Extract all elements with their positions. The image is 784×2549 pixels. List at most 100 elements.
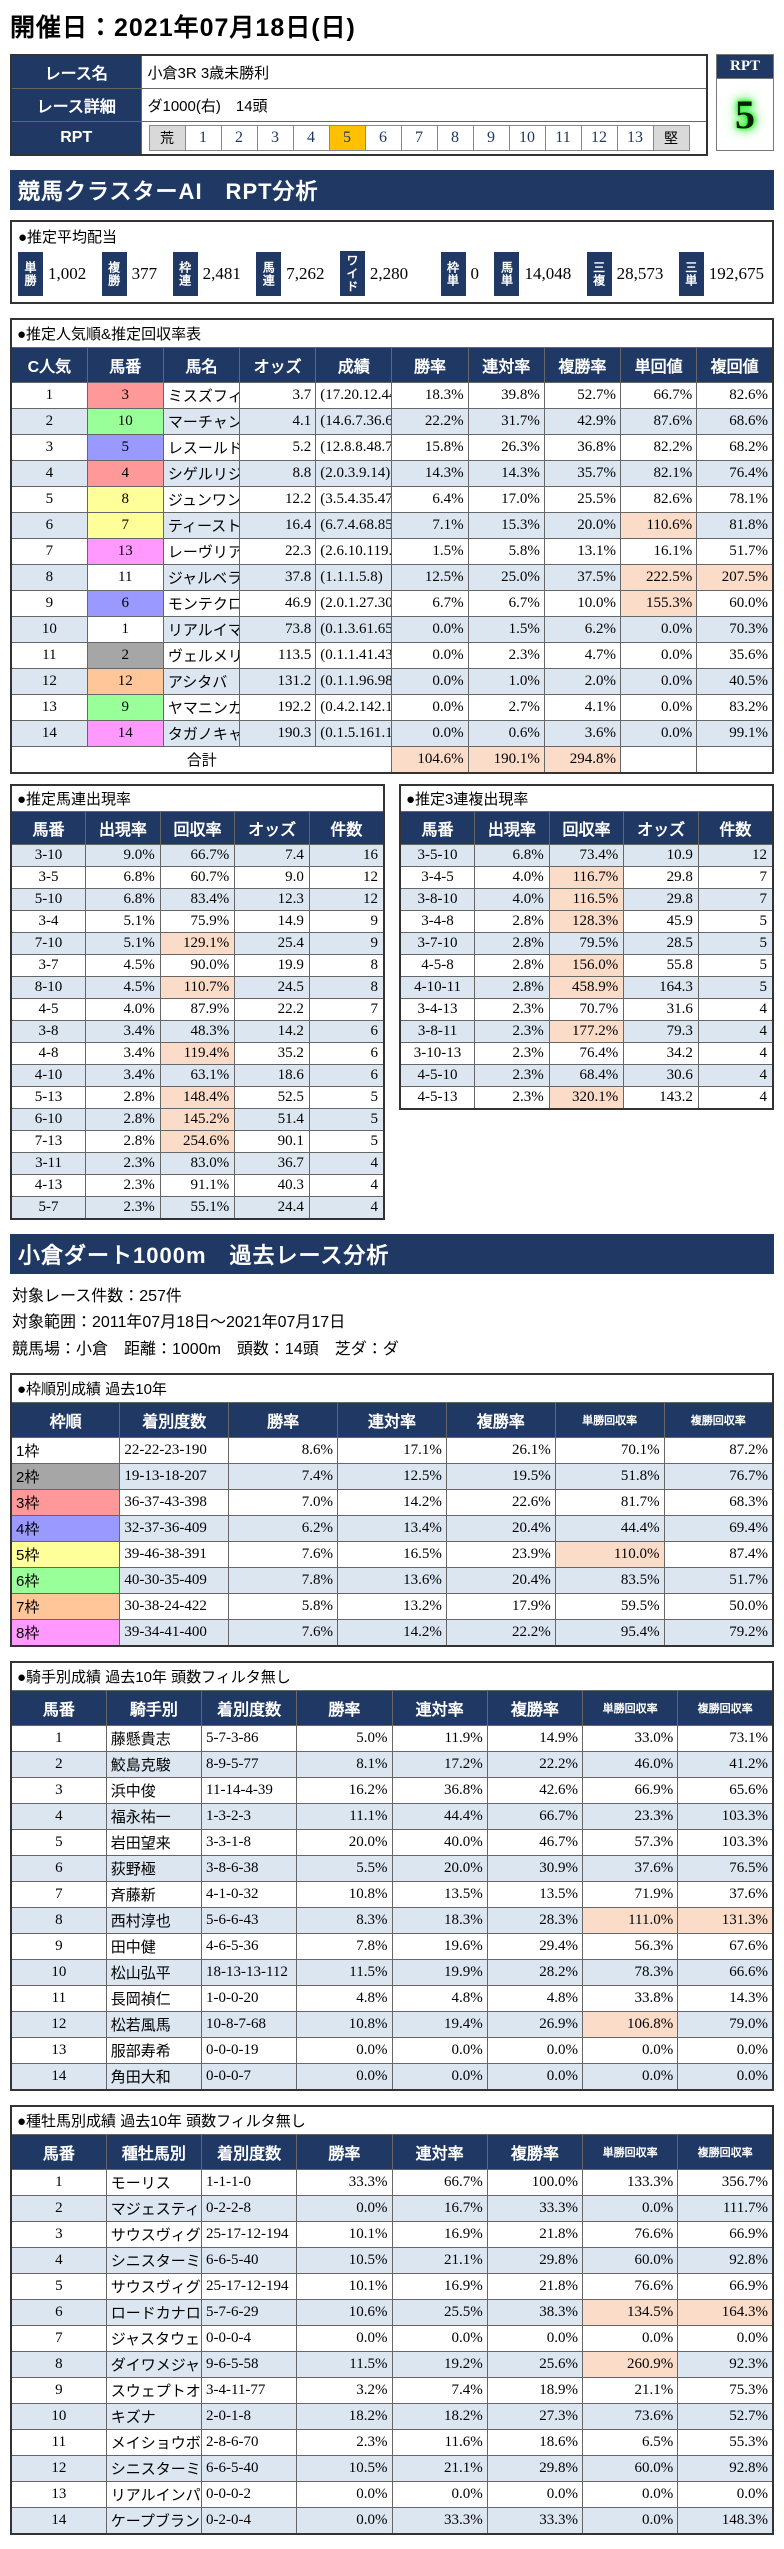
entity-name: スウェプトオーヴァーボード [105,2377,203,2405]
stats-row: 5 岩田望来 3-3-1-8 20.0% 40.0% 46.7% 57.3% 103.3% [10,1829,774,1857]
appearance-rate: 5.1% [85,910,161,933]
column-header: 複勝率 [445,1402,556,1439]
finish-record: 11-14-4-39 [200,1777,298,1805]
win-return: 111.0% [581,1907,679,1935]
pair-numbers: 3-4-5 [399,866,476,889]
rpt-scale-label: RPT [10,121,142,156]
win-rate: 20.0% [296,1829,393,1857]
stats-row: 7 斉藤新 4-1-0-32 10.8% 13.5% 13.5% 71.9% 37.6% [10,1881,774,1909]
entity-name: 長岡禎仁 [105,1985,203,2013]
show-rate: 6.2% [543,616,622,643]
win-return: 133.3% [581,2169,679,2197]
finish-record: 3-8-6-38 [200,1855,298,1883]
horse-number: 11 [10,1985,107,2013]
record: (2.0.3.9.14) [315,460,393,487]
pair-numbers: 4-5-10 [399,1064,476,1087]
count: 4 [697,1020,774,1043]
count: 5 [697,910,774,933]
show-return: 66.6% [677,1959,774,1987]
entity-name: マジェスティックウォリアー [105,2195,203,2223]
win-return: 82.2% [619,434,698,461]
pair-numbers: 8-10 [10,976,87,999]
finish-record: 2-0-1-8 [200,2403,298,2431]
show-rate: 30.9% [486,1855,584,1883]
rpt-scale: 荒 1 2 3 4 5 6 7 8 9 10 11 12 13 堅 [148,124,701,152]
rpt-scale-cell: 荒 [148,125,186,151]
win-rate: 10.8% [296,2011,393,2039]
win-rate: 15.8% [391,434,469,461]
show-rate: 0.0% [486,2063,584,2091]
return-rate: 68.4% [548,1064,625,1087]
column-header: 回収率 [548,811,625,845]
stats-row: 13リアルインパクト0-0-0-20.0%0.0%0.0%0.0%0.0% [10,2481,774,2509]
quinella-rate: 25.5% [391,2299,488,2327]
win-rate: 11.1% [296,1803,393,1831]
show-return: 14.3% [677,1985,774,2013]
appearance-rate: 3.4% [85,1042,161,1065]
win-rate: 0.0% [296,2481,393,2509]
bracket-label: 5枠 [10,1541,121,1569]
race-info-table: レース名 小倉3R 3歳未勝利 レース詳細 ダ1000(右) 14頭 RPT 荒… [10,54,708,156]
win-return: 0.0% [581,2195,679,2223]
win-return: 37.6% [581,1855,679,1883]
race-name-row: レース名 小倉3R 3歳未勝利 [10,54,708,89]
show-return: 82.6% [696,382,774,409]
section-past-race-title: 小倉ダート1000m 過去レース分析 [10,1234,774,1274]
entity-name: 藤懸貴志 [105,1725,203,1753]
stats-row: 4シニスターミニスター6-6-5-4010.5%21.1%29.8%60.0%9… [10,2247,774,2275]
win-return: 73.6% [581,2403,679,2431]
stats-row: 9 田中健 4-6-5-36 7.8% 19.6% 29.4% 56.3% 67.6% [10,1933,774,1961]
count: 12 [308,888,385,911]
horse-row: 96モンテクロシェット46.9(2.0.1.27.30)6.7%6.7%10.0… [10,590,774,617]
race-name-value: 小倉3R 3歳未勝利 [140,54,708,89]
show-return: 0.0% [677,2325,774,2353]
payout-item: 三単 192,675 [678,251,766,296]
appearance-rate: 6.8% [85,888,161,911]
horse-number: 2 [86,642,164,669]
payout-item: 馬連 7,262 [256,251,326,296]
quinella-rate: 17.2% [391,1751,488,1779]
rpt-scale-cell: 7 [400,125,438,151]
show-return: 51.7% [696,538,774,565]
count: 6 [308,1042,385,1065]
column-header: 勝率 [296,1690,393,1727]
win-return: 82.1% [619,460,698,487]
appearance-rate: 2.3% [474,1086,550,1110]
pair-row: 3-5 6.8% 60.7% 9.0 12 [10,866,385,889]
horse-name: シゲルリジ [162,460,241,487]
return-rate: 76.4% [548,1042,625,1065]
show-return: 60.0% [696,590,774,617]
rpt-score-header: RPT [717,55,773,78]
finish-record: 0-2-0-4 [200,2507,298,2535]
rpt-scale-cell: 2 [220,125,258,151]
payout-value: 0 [470,263,480,283]
table-caption: ●種牡馬別成績 過去10年 頭数フィルタ無し [10,2105,774,2136]
stats-row: 6ロードカナロア5-7-6-2910.6%25.5%38.3%134.5%164… [10,2299,774,2327]
horse-name: リアルイマージン [162,616,241,643]
show-rate: 28.3% [486,1907,584,1935]
pair-row: 3-7-10 2.8% 79.5% 28.5 5 [399,932,774,955]
quinella-rate: 20.0% [391,1855,488,1883]
pair-numbers: 7-10 [10,932,87,955]
quinella-rate: 18.2% [391,2403,488,2431]
finish-record: 8-9-5-77 [200,1751,298,1779]
win-rate: 0.0% [391,694,469,721]
win-return: 66.7% [619,382,698,409]
column-header: 単勝回収率 [581,2134,679,2171]
column-header: オッズ [234,811,310,845]
win-return: 0.0% [581,2507,679,2535]
count: 16 [308,844,385,867]
column-header: 馬番 [10,2134,107,2171]
c-popularity: 12 [10,668,88,695]
event-date-title: 開催日：2021年07月18日(日) [10,14,356,42]
return-rate: 73.4% [548,844,625,867]
show-rate: 4.1% [543,694,622,721]
finish-record: 9-6-5-58 [200,2351,298,2379]
table-caption-row: ●推定3連複出現率 [399,784,774,812]
count: 6 [308,1020,385,1043]
quinella-rate: 0.0% [391,2325,488,2353]
horse-number: 2 [10,1751,107,1779]
show-rate: 18.9% [486,2377,584,2405]
entity-name: 斉藤新 [105,1881,203,1909]
horse-number: 5 [86,434,164,461]
